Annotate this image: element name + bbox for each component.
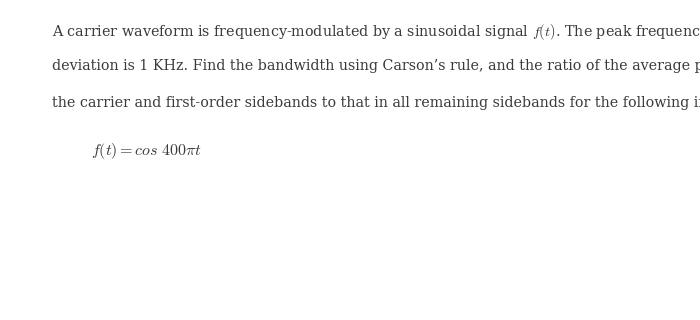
Text: $f(t) = cos\ 400\pi t$: $f(t) = cos\ 400\pi t$ <box>91 141 202 161</box>
Text: A carrier waveform is frequency-modulated by a sinusoidal signal $f(t)$. The pea: A carrier waveform is frequency-modulate… <box>52 22 700 42</box>
Text: the carrier and first-order sidebands to that in all remaining sidebands for the: the carrier and first-order sidebands to… <box>52 96 700 110</box>
Text: deviation is 1 KHz. Find the bandwidth using Carson’s rule, and the ratio of the: deviation is 1 KHz. Find the bandwidth u… <box>52 59 700 73</box>
